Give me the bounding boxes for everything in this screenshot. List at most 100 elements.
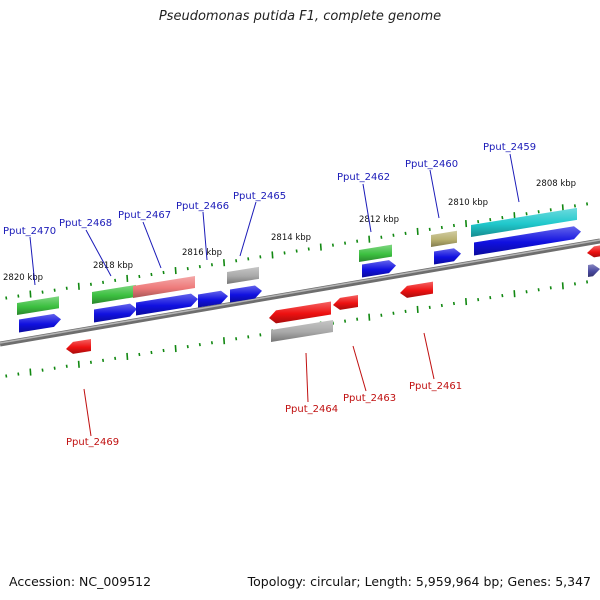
leader-line (362, 183, 372, 233)
minor-tick (452, 223, 455, 228)
minor-tick (186, 266, 189, 271)
minor-tick (295, 249, 298, 253)
leader-line (239, 201, 257, 257)
gene-label-forward: Pput_2470 (3, 226, 56, 237)
minor-tick (114, 356, 117, 361)
cds-arrow-pput-2460 (434, 248, 461, 265)
kbp-label: 2820 kbp (3, 273, 43, 283)
gene-label-forward: Pput_2466 (176, 201, 229, 212)
minor-tick (549, 286, 552, 290)
minor-tick (452, 301, 455, 306)
minor-tick (138, 274, 141, 279)
leader-line (85, 229, 112, 277)
gene-label-forward: Pput_2465 (233, 191, 286, 202)
minor-tick (235, 259, 238, 263)
minor-tick (17, 294, 20, 298)
minor-tick (549, 208, 552, 212)
minor-tick (404, 309, 407, 313)
minor-tick (259, 255, 262, 259)
minor-tick (537, 210, 540, 214)
gene-label-reverse: Pput_2469 (66, 437, 119, 448)
kbp-label: 2814 kbp (271, 233, 311, 243)
gene-label-forward: Pput_2460 (405, 159, 458, 170)
gene-box-pput-2465 (227, 266, 259, 284)
minor-tick (5, 296, 8, 300)
minor-tick (573, 282, 576, 286)
accession-label: Accession: NC_009512 (9, 574, 152, 589)
minor-tick (210, 341, 213, 345)
minor-tick (198, 343, 201, 347)
gene-box-pput-2464 (271, 319, 333, 342)
minor-tick (138, 352, 141, 357)
major-tick (77, 282, 80, 290)
minor-tick (65, 286, 68, 290)
leader-line (305, 352, 309, 403)
minor-tick (247, 335, 250, 339)
major-tick (223, 337, 226, 345)
minor-tick (53, 288, 56, 292)
major-tick (223, 259, 226, 267)
major-tick (513, 290, 516, 298)
gene-label-forward: Pput_2462 (337, 172, 390, 183)
major-tick (368, 313, 371, 321)
minor-tick (259, 333, 262, 337)
map-title: Pseudomonas putida F1, complete genome (158, 9, 442, 24)
cds-arrow-pput-2467 (136, 293, 198, 316)
major-tick (77, 360, 80, 368)
gene-label-reverse: Pput_2461 (409, 381, 462, 392)
minor-tick (392, 233, 395, 237)
minor-tick (235, 337, 238, 341)
leader-line (29, 236, 36, 286)
major-tick (465, 297, 468, 306)
minor-tick (102, 358, 105, 362)
kbp-label: 2810 kbp (448, 198, 488, 208)
minor-tick (344, 319, 347, 323)
minor-tick (307, 247, 310, 251)
leader-line (83, 388, 92, 437)
minor-tick (102, 280, 105, 284)
backbone-line (0, 238, 600, 347)
minor-tick (53, 366, 56, 370)
feature-layer (17, 207, 600, 354)
leader-line (423, 332, 435, 380)
major-tick (29, 290, 32, 298)
minor-tick (477, 297, 480, 302)
minor-tick (150, 350, 153, 355)
minor-tick (501, 294, 504, 298)
kbp-label-layer: 2820 kbp 2818 kbp 2816 kbp 2814 kbp 2812 kbp… (3, 179, 576, 283)
major-tick (416, 227, 419, 235)
major-tick (126, 352, 129, 360)
minor-tick (380, 235, 383, 239)
minor-tick (331, 243, 334, 247)
minor-tick (114, 278, 117, 283)
minor-tick (586, 280, 589, 284)
minor-tick (525, 212, 528, 216)
gene-box-pput-2460 (431, 230, 457, 247)
cds-arrow-pput-2463 (333, 294, 358, 310)
minor-tick (65, 364, 68, 368)
minor-tick (247, 257, 250, 261)
major-tick (368, 235, 371, 243)
minor-tick (5, 374, 8, 378)
major-tick (465, 219, 468, 228)
gene-label-forward: Pput_2468 (59, 218, 112, 229)
minor-tick (89, 360, 92, 364)
minor-tick (525, 290, 528, 294)
minor-tick (356, 239, 359, 243)
leader-line (142, 221, 162, 269)
cds-arrow-pput-2470 (19, 313, 61, 333)
gene-box-pput-2462 (359, 244, 392, 262)
gene-box-pput-2467 (133, 275, 195, 298)
major-tick (174, 267, 177, 275)
gene-label-forward: Pput_2467 (118, 210, 171, 221)
leader-line (429, 169, 440, 219)
gene-box-pput-2470 (17, 296, 59, 315)
minor-tick (477, 219, 480, 224)
minor-tick (356, 317, 359, 321)
minor-tick (586, 202, 589, 206)
minor-tick (501, 216, 504, 220)
minor-tick (537, 288, 540, 292)
minor-tick (392, 311, 395, 315)
minor-tick (186, 344, 189, 349)
